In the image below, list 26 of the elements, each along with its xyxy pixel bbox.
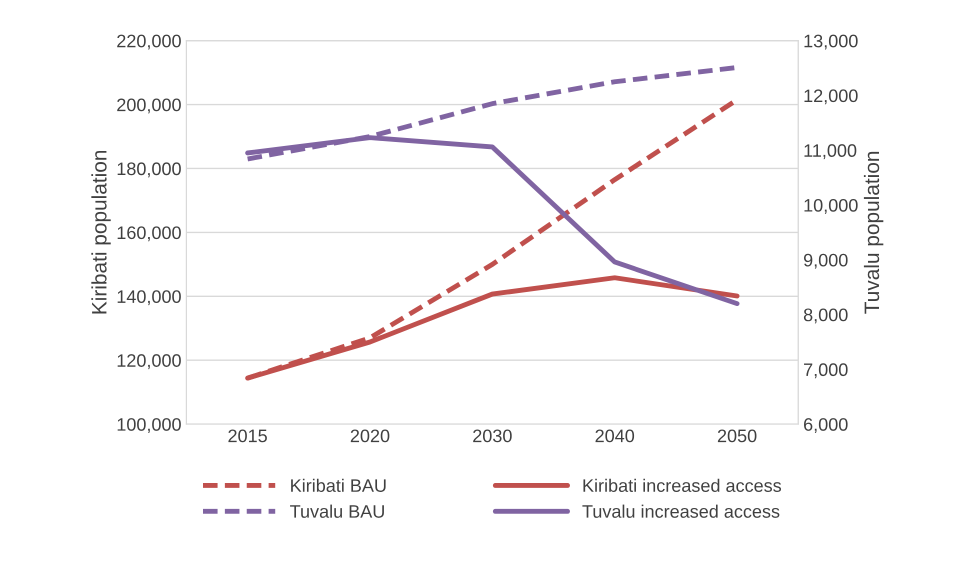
x-tick-label: 2040	[596, 429, 634, 442]
y2-tick-label: 13,000	[804, 34, 858, 50]
y-axis-title: Kiribati population	[91, 150, 111, 314]
x-tick-label: 2020	[350, 429, 390, 442]
x-tick-label: 2030	[473, 429, 512, 442]
y-tick-label: 140,000	[118, 290, 181, 306]
x-tick-label: 2050	[718, 429, 756, 442]
y2-tick-label: 10,000	[804, 198, 858, 214]
y2-axis-title: Tuvalu population	[864, 152, 884, 314]
x-tick-label: 2015	[228, 429, 267, 442]
y-tick-label: 120,000	[118, 354, 181, 370]
y-tick-label: 160,000	[118, 226, 181, 242]
y-tick-label: 100,000	[118, 418, 181, 433]
y2-tick-label: 6,000	[804, 418, 848, 433]
y-tick-label: 220,000	[117, 34, 181, 50]
y2-tick-label: 8,000	[804, 308, 848, 324]
legend-label: Kiribati BAU	[291, 478, 386, 492]
legend-label: Tuvalu increased access	[582, 504, 780, 518]
y-tick-label: 200,000	[117, 98, 181, 114]
legend-label: Tuvalu BAU	[290, 504, 384, 518]
y2-tick-label: 9,000	[804, 254, 848, 269]
y2-tick-label: 11,000	[804, 144, 856, 160]
y2-tick-label: 7,000	[804, 363, 848, 378]
y-tick-label: 180,000	[118, 162, 181, 178]
y2-tick-label: 12,000	[804, 89, 858, 104]
legend-label: Kiribati increased access	[583, 478, 782, 492]
